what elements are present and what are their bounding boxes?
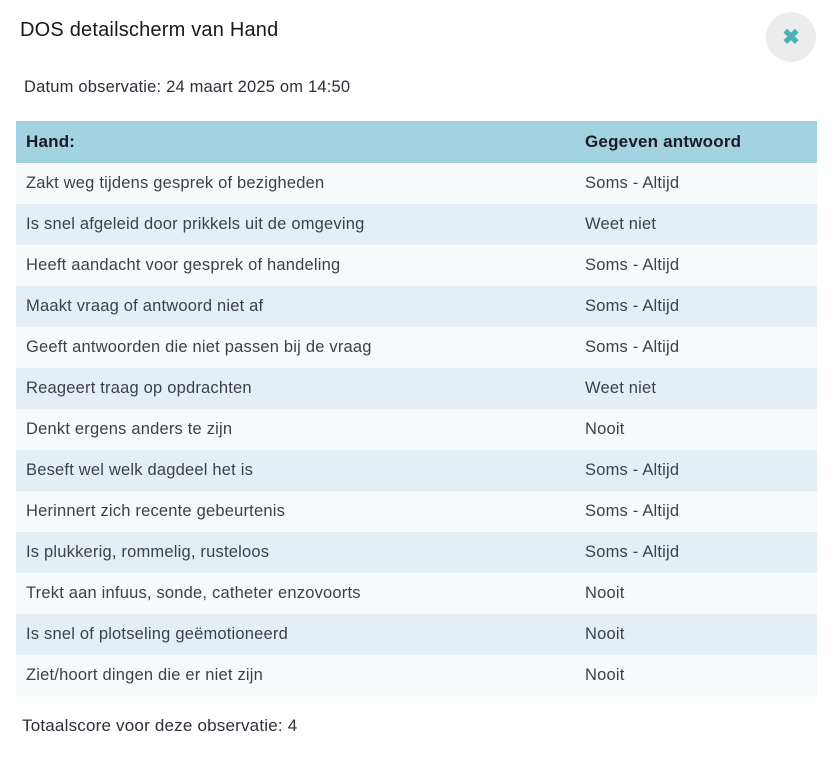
answer-cell: Soms - Altijd — [585, 502, 680, 520]
table-row: Beseft wel welk dagdeel het is Soms - Al… — [16, 450, 817, 491]
question-cell: Denkt ergens anders te zijn — [26, 420, 233, 438]
close-icon: ✖ — [782, 25, 800, 49]
question-cell: Is snel of plotseling geëmotioneerd — [26, 625, 288, 643]
table-row: Heeft aandacht voor gesprek of handeling… — [16, 245, 817, 286]
table-row: Is snel afgeleid door prikkels uit de om… — [16, 204, 817, 245]
answer-cell: Soms - Altijd — [585, 461, 680, 479]
answer-cell: Nooit — [585, 584, 625, 602]
question-cell: Is plukkerig, rommelig, rusteloos — [26, 543, 270, 561]
table-header-row: Hand: Gegeven antwoord — [16, 121, 817, 163]
column-header-question: Hand: — [26, 132, 76, 151]
close-button[interactable]: ✖ — [766, 12, 816, 62]
table-row: Trekt aan infuus, sonde, catheter enzovo… — [16, 573, 817, 614]
table-row: Zakt weg tijdens gesprek of bezigheden S… — [16, 163, 817, 204]
answer-cell: Soms - Altijd — [585, 297, 680, 315]
table-row: Is snel of plotseling geëmotioneerd Nooi… — [16, 614, 817, 655]
page-title: DOS detailscherm van Hand — [20, 19, 279, 41]
question-cell: Trekt aan infuus, sonde, catheter enzovo… — [26, 584, 361, 602]
table-row: Denkt ergens anders te zijn Nooit — [16, 409, 817, 450]
question-cell: Heeft aandacht voor gesprek of handeling — [26, 256, 341, 274]
column-header-answer: Gegeven antwoord — [585, 132, 742, 151]
question-cell: Geeft antwoorden die niet passen bij de … — [26, 338, 372, 356]
table-row: Ziet/hoort dingen die er niet zijn Nooit — [16, 655, 817, 696]
answer-cell: Soms - Altijd — [585, 256, 680, 274]
question-cell: Maakt vraag of antwoord niet af — [26, 297, 264, 315]
answer-cell: Soms - Altijd — [585, 174, 680, 192]
question-cell: Beseft wel welk dagdeel het is — [26, 461, 254, 479]
table-row: Reageert traag op opdrachten Weet niet — [16, 368, 817, 409]
observation-table: Hand: Gegeven antwoord Zakt weg tijdens … — [16, 121, 817, 696]
answer-cell: Nooit — [585, 625, 625, 643]
answer-cell: Weet niet — [585, 379, 657, 397]
question-cell: Ziet/hoort dingen die er niet zijn — [26, 666, 264, 684]
table-row: Is plukkerig, rommelig, rusteloos Soms -… — [16, 532, 817, 573]
question-cell: Reageert traag op opdrachten — [26, 379, 252, 397]
answer-cell: Nooit — [585, 666, 625, 684]
question-cell: Zakt weg tijdens gesprek of bezigheden — [26, 174, 325, 192]
table-body: Zakt weg tijdens gesprek of bezigheden S… — [16, 163, 817, 696]
table-row: Geeft antwoorden die niet passen bij de … — [16, 327, 817, 368]
question-cell: Herinnert zich recente gebeurtenis — [26, 502, 286, 520]
answer-cell: Soms - Altijd — [585, 543, 680, 561]
answer-cell: Soms - Altijd — [585, 338, 680, 356]
total-score: Totaalscore voor deze observatie: 4 — [22, 716, 298, 735]
question-cell: Is snel afgeleid door prikkels uit de om… — [26, 215, 365, 233]
table-row: Herinnert zich recente gebeurtenis Soms … — [16, 491, 817, 532]
answer-cell: Weet niet — [585, 215, 657, 233]
table-row: Maakt vraag of antwoord niet af Soms - A… — [16, 286, 817, 327]
answer-cell: Nooit — [585, 420, 625, 438]
observation-date: Datum observatie: 24 maart 2025 om 14:50 — [24, 78, 351, 96]
